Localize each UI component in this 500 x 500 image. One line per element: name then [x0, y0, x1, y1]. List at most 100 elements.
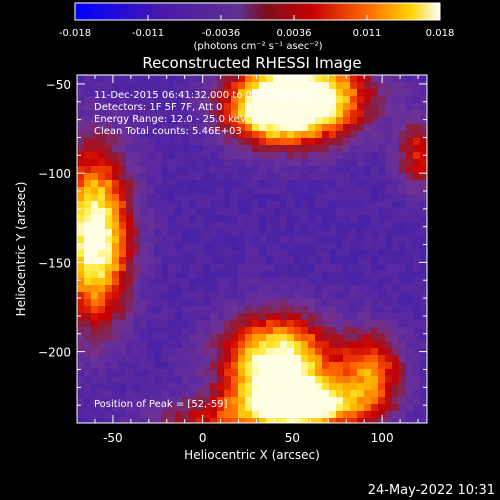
heatmap-cell — [392, 201, 400, 209]
heatmap-cell — [315, 285, 323, 293]
heatmap-cell — [119, 124, 127, 132]
heatmap-cell — [217, 152, 225, 160]
heatmap-cell — [343, 187, 351, 195]
heatmap-cell — [196, 313, 204, 321]
heatmap-cell — [406, 397, 414, 405]
heatmap-cell — [420, 194, 427, 202]
heatmap-cell — [252, 348, 260, 356]
heatmap-cell — [98, 404, 106, 412]
heatmap-cell — [238, 376, 246, 384]
heatmap-cell — [364, 243, 372, 251]
heatmap-cell — [392, 369, 400, 377]
heatmap-cell — [301, 103, 309, 111]
heatmap-cell — [329, 250, 337, 258]
heatmap-cell — [133, 418, 141, 423]
heatmap-cell — [119, 418, 127, 423]
heatmap-cell — [371, 418, 379, 423]
heatmap-cell — [140, 89, 148, 97]
heatmap-cell — [140, 229, 148, 237]
heatmap-cell — [140, 194, 148, 202]
heatmap-cell — [413, 82, 421, 90]
heatmap-cell — [259, 208, 267, 216]
heatmap-cell — [357, 173, 365, 181]
heatmap-cell — [196, 376, 204, 384]
y-tick-label: −150 — [38, 256, 71, 270]
heatmap-cell — [266, 201, 274, 209]
heatmap-cell — [133, 285, 141, 293]
heatmap-cell — [168, 306, 176, 314]
footer-date: 24-May-2022 10:31 — [368, 483, 495, 498]
heatmap-cell — [385, 82, 393, 90]
heatmap-cell — [287, 131, 295, 139]
heatmap-cell — [343, 327, 351, 335]
heatmap-cell — [112, 327, 120, 335]
heatmap-cell — [280, 327, 288, 335]
heatmap-cell — [406, 236, 414, 244]
heatmap-cell — [420, 320, 427, 328]
heatmap-cell — [266, 236, 274, 244]
heatmap-cell — [392, 173, 400, 181]
heatmap-cell — [406, 411, 414, 419]
heatmap-cell — [196, 166, 204, 174]
x-tick-label: 0 — [199, 431, 207, 445]
heatmap-cell — [154, 215, 162, 223]
heatmap-cell — [210, 110, 218, 118]
heatmap-cell — [168, 341, 176, 349]
heatmap-cell — [147, 236, 155, 244]
heatmap-cell — [217, 173, 225, 181]
heatmap-cell — [168, 355, 176, 363]
heatmap-cell — [392, 180, 400, 188]
heatmap-cell — [238, 404, 246, 412]
heatmap-cell — [224, 250, 232, 258]
heatmap-cell — [168, 159, 176, 167]
heatmap-cell — [252, 383, 260, 391]
heatmap-cell — [126, 404, 134, 412]
heatmap-cell — [266, 208, 274, 216]
heatmap-cell — [245, 229, 253, 237]
heatmap-cell — [336, 327, 344, 335]
heatmap-cell — [378, 215, 386, 223]
heatmap-cell — [322, 117, 330, 125]
heatmap-cell — [189, 215, 197, 223]
heatmap-cell — [420, 89, 427, 97]
heatmap-cell — [175, 75, 183, 83]
heatmap-cell — [378, 369, 386, 377]
heatmap-cell — [140, 313, 148, 321]
heatmap-cell — [147, 264, 155, 272]
heatmap-cell — [336, 208, 344, 216]
heatmap-cell — [364, 292, 372, 300]
heatmap-cell — [301, 334, 309, 342]
heatmap-cell — [399, 334, 407, 342]
heatmap-cell — [420, 131, 427, 139]
heatmap-cell — [147, 341, 155, 349]
heatmap-cell — [224, 411, 232, 419]
heatmap-cell — [301, 341, 309, 349]
heatmap-cell — [385, 131, 393, 139]
heatmap-cell — [399, 355, 407, 363]
heatmap-cell — [294, 138, 302, 146]
heatmap-cell — [161, 404, 169, 412]
heatmap-cell — [329, 271, 337, 279]
heatmap-cell — [203, 327, 211, 335]
heatmap-cell — [308, 383, 316, 391]
heatmap-cell — [266, 411, 274, 419]
heatmap-cell — [119, 250, 127, 258]
heatmap-cell — [161, 110, 169, 118]
heatmap-cell — [357, 397, 365, 405]
heatmap-cell — [399, 201, 407, 209]
heatmap-cell — [105, 257, 113, 265]
heatmap-cell — [189, 278, 197, 286]
heatmap-cell — [413, 173, 421, 181]
heatmap-cell — [182, 201, 190, 209]
heatmap-cell — [196, 131, 204, 139]
heatmap-cell — [112, 397, 120, 405]
heatmap-cell — [301, 75, 309, 83]
heatmap-cell — [210, 369, 218, 377]
heatmap-cell — [203, 180, 211, 188]
heatmap-cell — [98, 292, 106, 300]
heatmap-cell — [224, 257, 232, 265]
heatmap-cell — [280, 75, 288, 83]
heatmap-cell — [413, 341, 421, 349]
heatmap-cell — [168, 243, 176, 251]
heatmap-cell — [168, 124, 176, 132]
